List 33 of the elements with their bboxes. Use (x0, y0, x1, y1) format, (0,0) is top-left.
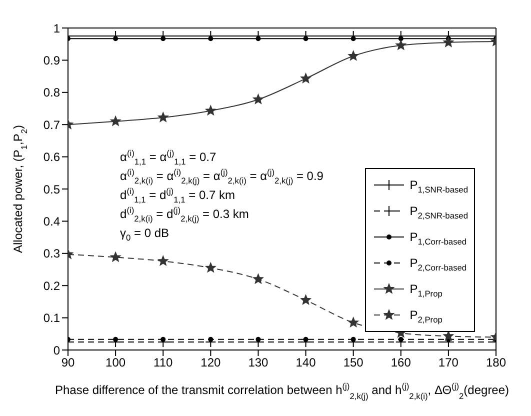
x-tick-label: 140 (296, 356, 316, 370)
y-tick-label: 0.5 (43, 182, 60, 196)
x-tick-label: 90 (61, 356, 75, 370)
legend-label: P$_{2,Corr-based}$ (410, 256, 467, 272)
y-tick-label: 0.3 (43, 246, 60, 261)
annotation: d$^{(i)}$$_{2,k(i)}$ = d$^{(j)}$$_{2,k(j)}$ = 0.3 km (120, 205, 250, 224)
legend-label: P$_{1,Prop}$ (410, 282, 442, 298)
legend-label: P$_{1,SNR-based}$ (410, 178, 468, 194)
x-tick-label: 170 (438, 356, 459, 370)
annotation: α$^{(i)}$$_{1,1}$ = α$^{(j)}$$_{1,1}$ = 0.7 (120, 148, 218, 167)
y-tick-label: 0.9 (43, 53, 60, 68)
x-tick-label: 180 (486, 356, 506, 370)
x-tick-label: 130 (248, 356, 269, 370)
x-tick-label: 150 (343, 356, 364, 370)
x-tick-label: 100 (106, 356, 126, 370)
legend-label: P$_{2,Prop}$ (410, 308, 442, 324)
y-tick-label: 1 (53, 21, 60, 36)
x-tick-label: 110 (154, 356, 173, 370)
x-tick-label: 160 (390, 356, 412, 370)
text: Phase difference of the transmit correlation between h$^{(j)}$$_{2,k(j)}$ and h$^{(j)}$$_{2,k(i)}$, ΔΘ$^{(j)}$$_{2}$(degree) (54, 381, 510, 401)
y-tick-label: 0.2 (43, 278, 60, 293)
text: α$^{(i)}$$_{2,k(i)}$ = α$^{(i)}$$_{2,k(j)}$ = α$^{(j)}$$_{2,k(i)}$ = α$^{(j)}$$_{2,k(j)}$ = 0.9 (120, 167, 324, 186)
legend-label: P$_{2,SNR-based}$ (410, 204, 468, 220)
y-tick-label: 0.7 (43, 118, 60, 132)
y-tick-label: 0.4 (43, 214, 60, 228)
annotation: γ$_{0}$ = 0 dB (120, 225, 170, 243)
y-tick-label: 0.8 (43, 86, 60, 100)
y-tick-label: 0 (53, 343, 60, 358)
y-tick-label: 0.1 (43, 311, 60, 326)
y-tick-label: 0.6 (43, 150, 60, 164)
x-tick-label: 120 (200, 356, 221, 370)
annotation: d$^{(i)}$$_{1,1}$ = d$^{(j)}$$_{1,1}$ = 0.7 km (120, 186, 236, 205)
legend-label: P$_{1,Corr-based}$ (410, 230, 467, 246)
